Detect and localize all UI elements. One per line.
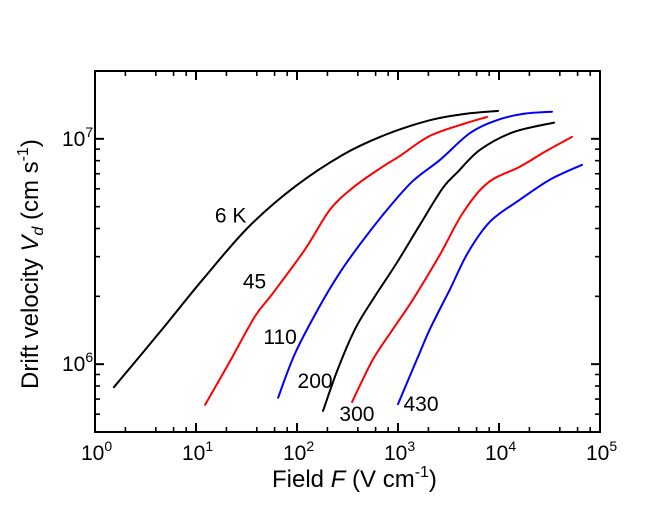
y-tick-label: 107: [62, 124, 93, 151]
curve-110: [277, 110, 553, 399]
curve-6-k: [112, 109, 500, 389]
curve-300: [351, 135, 573, 403]
y-tick-label: 106: [62, 349, 93, 376]
x-tick-label: 105: [586, 438, 617, 465]
x-tick-label: 101: [182, 438, 213, 465]
curve-label-200: 200: [298, 370, 333, 393]
curve-label-6-k: 6 K: [215, 205, 247, 228]
curve-label-300: 300: [339, 403, 374, 426]
plot-border: [94, 70, 601, 433]
curve-label-110: 110: [263, 326, 296, 349]
x-tick-label: 100: [81, 438, 112, 465]
curve-label-45: 45: [243, 270, 266, 293]
y-axis-title: Drift velocity Vd (cm s-1): [15, 139, 47, 389]
x-tick-label: 102: [283, 438, 314, 465]
x-tick-label: 103: [384, 438, 415, 465]
curve-label-430: 430: [403, 393, 438, 416]
x-axis-title: Field F (V cm-1): [272, 464, 437, 493]
curve-200: [322, 121, 556, 412]
x-tick-label: 104: [485, 438, 516, 465]
curve-45: [204, 116, 488, 406]
curve-430: [397, 163, 583, 406]
y-axis-title-group: Drift velocity Vd (cm s-1): [15, 139, 47, 389]
axis-ticks: [95, 71, 600, 432]
